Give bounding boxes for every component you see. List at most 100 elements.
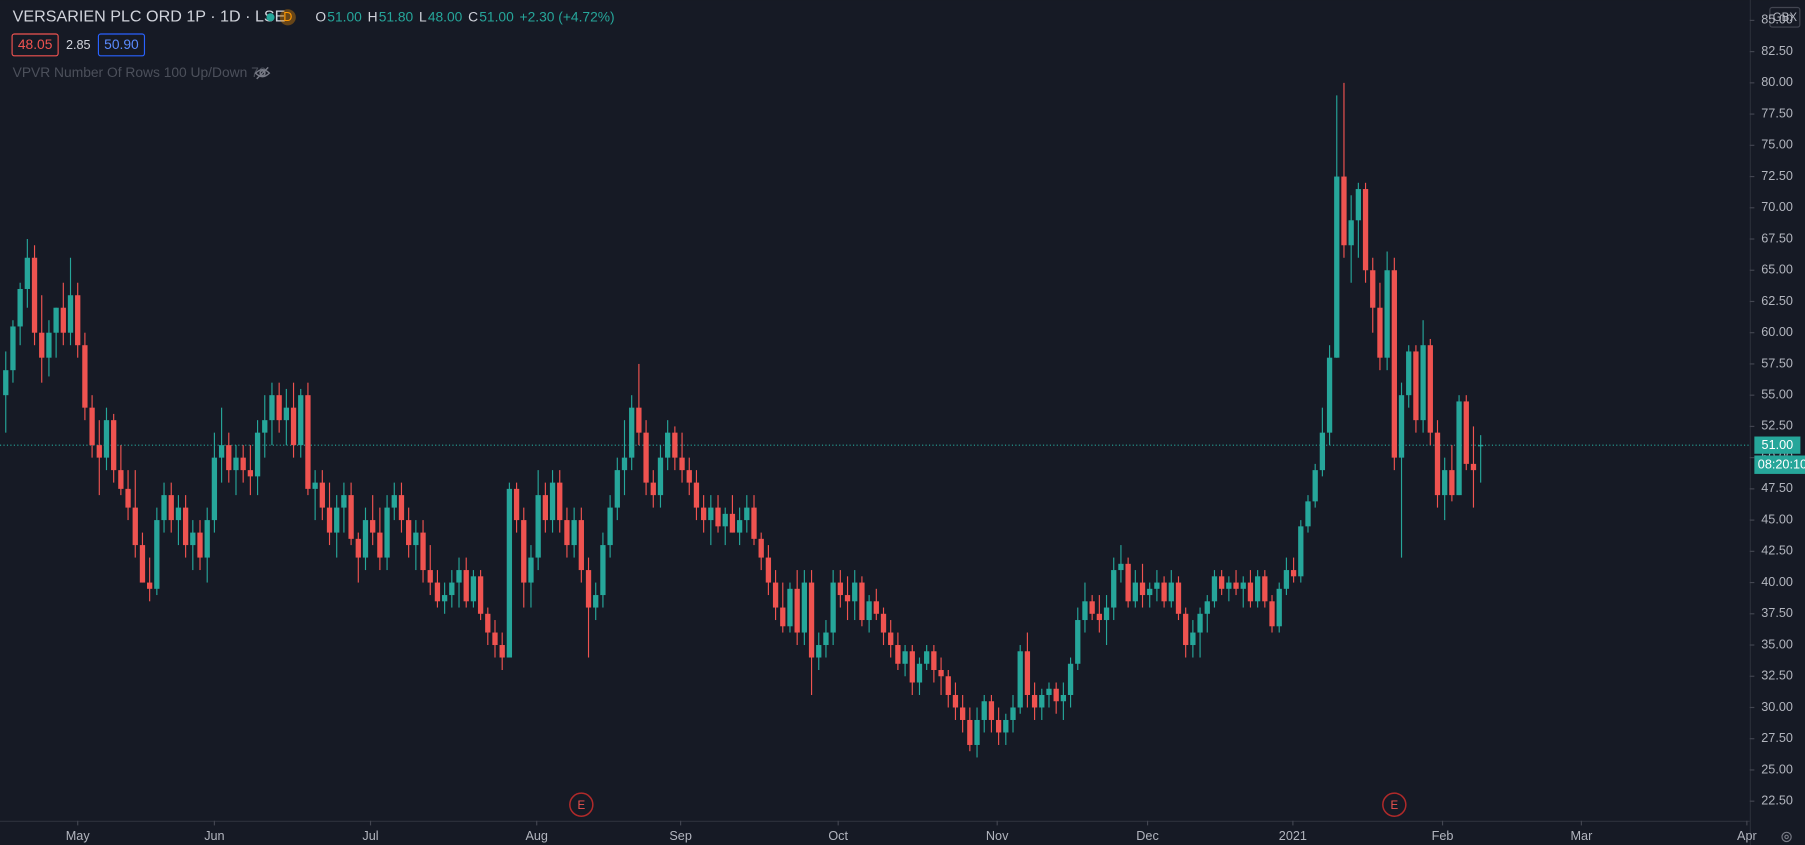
y-tick-label: 82.50 xyxy=(1761,44,1793,58)
candle-body xyxy=(290,407,297,446)
candle-body xyxy=(46,332,52,358)
candle-body xyxy=(1391,270,1397,458)
candle-body xyxy=(334,507,340,533)
candle-body xyxy=(175,507,182,521)
candle-body xyxy=(823,632,829,646)
candle-body xyxy=(629,407,635,458)
candle-body xyxy=(873,601,879,614)
candle-body xyxy=(211,457,218,521)
candle-body xyxy=(31,257,38,333)
candle-body xyxy=(542,495,549,521)
candle-body xyxy=(1377,307,1383,358)
candle-body xyxy=(355,538,361,558)
countdown: 08:20:10 xyxy=(1758,458,1805,472)
candle-body xyxy=(254,432,261,477)
x-tick-label: Feb xyxy=(1432,829,1454,843)
candle-body xyxy=(10,326,16,371)
y-tick-label: 55.00 xyxy=(1761,388,1793,402)
candle-body xyxy=(168,495,174,521)
candle-body xyxy=(693,482,700,508)
candle-body xyxy=(240,457,246,471)
candle-body xyxy=(161,495,167,521)
y-tick-label: 42.50 xyxy=(1761,544,1793,558)
y-tick-label: 52.50 xyxy=(1761,419,1793,433)
settings-icon[interactable] xyxy=(1781,831,1792,843)
x-tick-label: Sep xyxy=(669,829,692,843)
candle-body xyxy=(1039,694,1045,708)
candle-body xyxy=(132,507,138,546)
candle-body xyxy=(528,557,534,583)
candle-body xyxy=(391,495,397,508)
candle-body xyxy=(686,470,692,483)
candle-body xyxy=(1370,270,1376,308)
candle-body xyxy=(557,482,563,521)
price-tag xyxy=(1754,436,1801,454)
candle-body xyxy=(427,570,433,583)
candle-body xyxy=(765,557,772,583)
candle-body xyxy=(787,588,793,627)
candle-body xyxy=(449,582,455,596)
candle-body xyxy=(24,257,30,289)
candle-body xyxy=(1334,176,1340,358)
candle-body xyxy=(1067,663,1074,695)
candle-body xyxy=(1413,351,1419,421)
candle-body xyxy=(139,545,146,583)
candle-body xyxy=(585,570,592,608)
hide-icon[interactable] xyxy=(254,66,271,80)
candle-body xyxy=(952,694,959,708)
candle-body xyxy=(154,520,160,589)
candle-body xyxy=(988,701,995,720)
candle-body xyxy=(593,595,599,608)
price-tag-label: 51.00 xyxy=(1762,438,1794,452)
candle-body xyxy=(736,520,743,533)
legend-value: 48.00 xyxy=(428,9,463,25)
candle-body xyxy=(147,582,153,589)
header: VERSARIEN PLC ORD 1P · 1D · LSE D O 51.00… xyxy=(11,8,615,80)
candle-body xyxy=(1240,582,1246,589)
candle-body xyxy=(111,420,117,471)
candle-body xyxy=(902,651,908,664)
candle-body xyxy=(772,582,779,608)
market-status-dot xyxy=(266,13,275,22)
candle-body xyxy=(1139,582,1146,596)
candle-body xyxy=(370,520,376,533)
currency: GBX xyxy=(1773,12,1798,24)
bid-box[interactable] xyxy=(11,33,59,57)
candle-body xyxy=(67,295,74,333)
candle-body xyxy=(751,507,757,539)
candle-body xyxy=(1003,719,1009,733)
event-label: E xyxy=(1390,800,1398,812)
candle-body xyxy=(283,407,289,421)
candle-body xyxy=(600,545,606,596)
candle-body xyxy=(506,488,513,658)
candle-body xyxy=(362,520,369,558)
candle-body xyxy=(571,520,577,546)
candle-body xyxy=(420,532,426,571)
candle-body xyxy=(1290,570,1297,577)
y-tick-label: 72.50 xyxy=(1761,169,1793,183)
ask-box[interactable] xyxy=(97,33,146,57)
currency-box[interactable] xyxy=(1769,6,1801,28)
candle-body xyxy=(233,457,239,471)
candle-body xyxy=(1355,189,1362,221)
badge-bg xyxy=(279,9,296,26)
candle-body xyxy=(521,520,527,583)
candle-body xyxy=(650,482,656,496)
y-tick-label: 75.00 xyxy=(1761,138,1793,152)
legend-value: 51.00 xyxy=(479,9,514,25)
y-tick-label: 37.50 xyxy=(1761,606,1793,620)
candle-body xyxy=(276,395,282,421)
y-tick-label: 65.00 xyxy=(1761,263,1793,277)
candle-body xyxy=(1326,357,1333,433)
candle-body xyxy=(319,482,325,508)
candle-body xyxy=(499,645,505,658)
legend-key: L xyxy=(419,9,427,25)
legend-key: O xyxy=(315,9,326,25)
candle-body xyxy=(564,520,570,546)
candle-body xyxy=(636,407,642,433)
indicator-label[interactable]: VPVR Number Of Rows 100 Up/Down 70 xyxy=(13,64,267,80)
symbol-title[interactable]: VERSARIEN PLC ORD 1P · 1D · LSE xyxy=(13,8,286,26)
candle-body xyxy=(1175,582,1182,614)
candle-body xyxy=(1449,470,1455,496)
